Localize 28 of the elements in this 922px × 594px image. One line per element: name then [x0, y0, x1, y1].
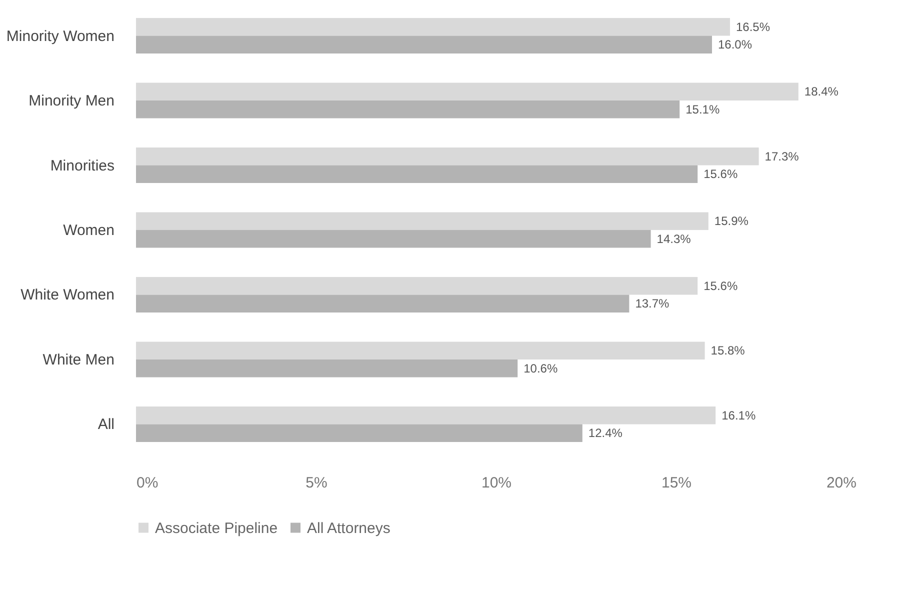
x-tick-label: 5% — [306, 474, 328, 492]
data-label: 15.1% — [686, 102, 720, 116]
data-label: 14.3% — [656, 232, 692, 246]
data-label: 13.7% — [635, 296, 670, 311]
y-tick-label: White Women — [20, 286, 114, 304]
data-label: 17.3% — [764, 149, 800, 164]
x-tick-label: 0% — [136, 474, 158, 492]
y-tick-label: Women — [63, 222, 114, 239]
y-tick-label: Minority Women — [6, 28, 114, 45]
data-label: 16.0% — [718, 38, 752, 52]
x-tick-label: 10% — [481, 474, 512, 492]
y-tick-label: Minorities — [50, 157, 114, 174]
y-tick-label: White Men — [42, 351, 114, 368]
data-label: 12.4% — [588, 426, 623, 440]
y-tick-label: All — [98, 416, 114, 434]
legend-label: Associate Pipeline — [155, 520, 278, 537]
y-tick-label: Minority Men — [28, 92, 114, 110]
x-tick-label: 15% — [661, 474, 692, 492]
data-label: 15.6% — [704, 278, 738, 293]
data-label: 16.5% — [736, 20, 770, 34]
x-tick-label: 20% — [826, 474, 856, 492]
data-label: 16.1% — [722, 408, 756, 422]
data-label: 15.9% — [714, 214, 749, 228]
legend-label: All Attorneys — [307, 520, 390, 537]
data-label: 10.6% — [524, 361, 558, 376]
data-label: 15.6% — [704, 167, 738, 182]
data-label: 18.4% — [804, 84, 839, 99]
data-label: 15.8% — [710, 344, 746, 358]
